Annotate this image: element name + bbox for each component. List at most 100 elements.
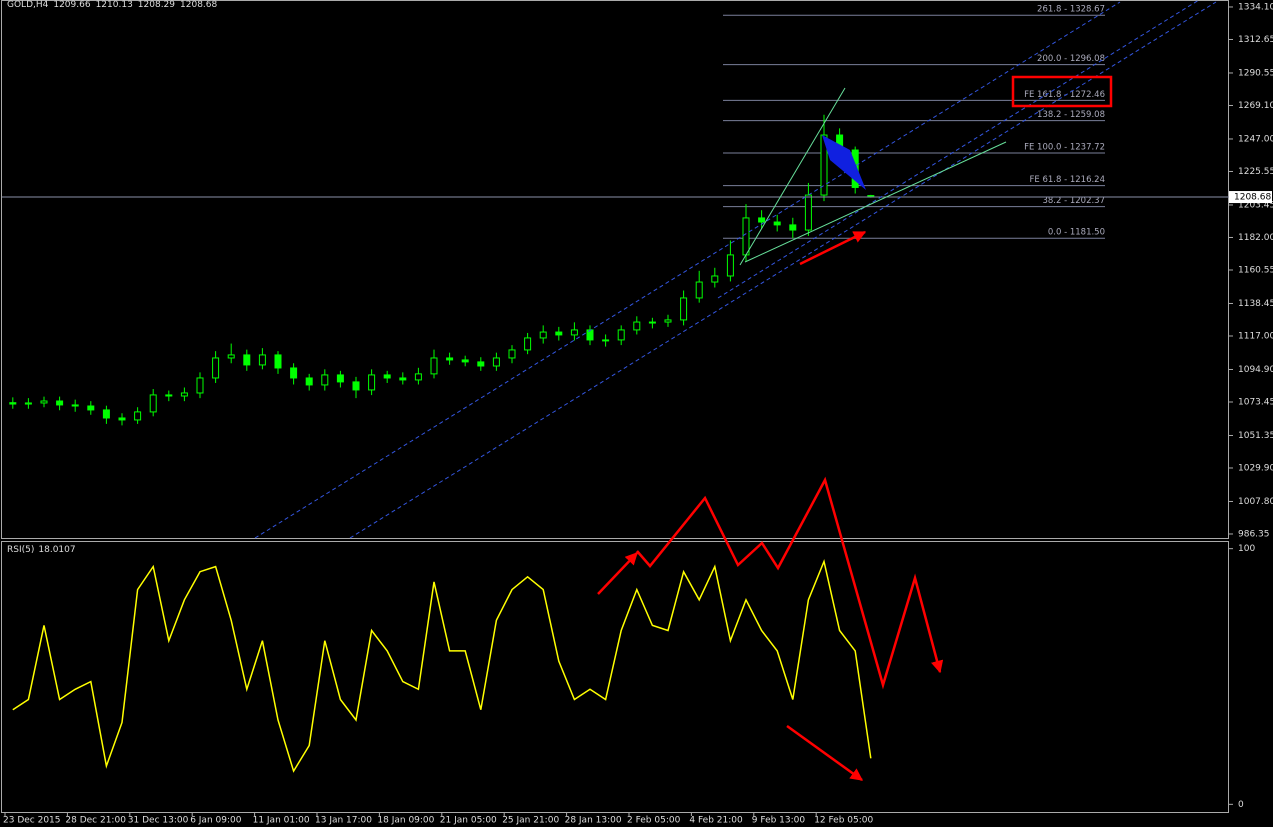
candle-body <box>586 329 594 341</box>
x-tick-label: 21 Jan 05:00 <box>440 816 497 826</box>
candle-body <box>648 321 656 324</box>
x-tick-label: 23 Dec 2015 <box>3 816 61 826</box>
y-tick-label: 1290.55 <box>1238 68 1273 78</box>
y-tick-label: 1073.45 <box>1238 397 1273 407</box>
y-tick-label: 1247.00 <box>1238 134 1273 144</box>
fe-triangle <box>822 135 866 190</box>
y-tick-label: 1334.10 <box>1238 2 1273 12</box>
candle-body <box>508 349 516 359</box>
trend-line <box>744 141 1007 263</box>
candle-body <box>149 394 157 413</box>
candle-body <box>352 381 360 391</box>
fibo-label: FE 61.8 - 1216.24 <box>1029 175 1105 185</box>
candle-body <box>820 134 828 196</box>
highlight-box <box>1011 75 1113 108</box>
candle-body <box>258 354 266 366</box>
candle-body <box>539 331 547 339</box>
channel-line <box>717 0 1200 299</box>
candle-body <box>305 377 313 386</box>
price-panel <box>1 0 1229 539</box>
candle-body <box>664 319 672 323</box>
candle-body <box>430 357 438 375</box>
candle-body <box>742 217 750 256</box>
candle-body <box>726 254 734 277</box>
channel-line <box>254 1 1121 539</box>
candle-body <box>9 402 17 405</box>
y-tick-label: 1029.90 <box>1238 463 1273 473</box>
candle-body <box>321 374 329 386</box>
fibo-label: FE 100.0 - 1237.72 <box>1024 143 1105 153</box>
y-tick-label: 1138.45 <box>1238 299 1273 309</box>
candle-body <box>758 217 766 223</box>
indicator-value: 18.0107 <box>38 545 75 555</box>
candle-body <box>40 400 48 404</box>
y-tick-label: 1203.45 <box>1238 200 1273 210</box>
y-tick-label: 1094.90 <box>1238 365 1273 375</box>
arrow <box>636 476 944 690</box>
candle-body <box>290 367 298 379</box>
current-price-box <box>1229 191 1272 204</box>
fibo-label: 200.0 - 1296.08 <box>1037 54 1105 64</box>
fibo-label: 38.2 - 1202.37 <box>1042 196 1105 206</box>
header-open: 1209.66 <box>53 0 90 10</box>
y-tick-label: 100 <box>1238 544 1255 554</box>
x-tick-label: 9 Feb 13:00 <box>752 816 806 826</box>
x-tick-label: 25 Jan 21:00 <box>502 816 559 826</box>
candle-body <box>227 354 235 359</box>
current-price-label: 1208.68 <box>1234 193 1271 203</box>
x-tick-label: 13 Jan 17:00 <box>315 816 372 826</box>
y-tick-label: 0 <box>1238 800 1244 810</box>
y-tick-label: 1269.10 <box>1238 101 1273 111</box>
x-tick-label: 6 Jan 09:00 <box>190 816 242 826</box>
candle-body <box>602 339 610 342</box>
fibo-label: 138.2 - 1259.08 <box>1037 110 1105 120</box>
candle-body <box>617 329 625 341</box>
candle-body <box>695 281 703 299</box>
candle-body <box>383 374 391 379</box>
candle-body <box>87 405 95 411</box>
candle-body <box>180 392 188 397</box>
x-tick-label: 12 Feb 05:00 <box>814 816 873 826</box>
y-tick-label: 1051.35 <box>1238 431 1273 441</box>
header-close: 1208.68 <box>180 0 217 10</box>
arrow <box>799 230 867 266</box>
candle-body <box>773 221 781 226</box>
candle-body <box>274 354 282 369</box>
y-tick-label: 1160.55 <box>1238 265 1273 275</box>
candle-body <box>711 275 719 283</box>
y-tick-label: 1182.00 <box>1238 233 1273 243</box>
candle-body <box>633 321 641 331</box>
header-low: 1208.29 <box>138 0 175 10</box>
x-tick-label: 28 Dec 21:00 <box>65 816 126 826</box>
candle-body <box>368 374 376 391</box>
drawings <box>254 0 1217 782</box>
candle-body <box>461 359 469 363</box>
arrow <box>597 552 638 595</box>
candle-body <box>492 357 500 367</box>
candle-body <box>446 357 454 361</box>
candle-body <box>165 394 173 397</box>
candle-body <box>196 377 204 394</box>
y-tick-label: 986.35 <box>1238 529 1270 539</box>
header-high: 1210.13 <box>96 0 133 10</box>
x-tick-label: 4 Feb 21:00 <box>689 816 743 826</box>
fibo-label: 0.0 - 1181.50 <box>1048 228 1105 238</box>
x-tick-label: 28 Jan 13:00 <box>565 816 622 826</box>
y-tick-label: 1225.55 <box>1238 167 1273 177</box>
fibo-label: FE 161.8 - 1272.46 <box>1024 90 1105 100</box>
chart-header: GOLD,H4 1209.66 1210.13 1208.29 1208.68 <box>7 0 218 10</box>
candle-body <box>555 331 563 336</box>
candle-body <box>56 400 64 406</box>
x-tick-label: 18 Jan 09:00 <box>377 816 434 826</box>
candle-body <box>804 194 812 231</box>
trend-line <box>739 87 846 266</box>
y-tick-label: 1312.65 <box>1238 35 1273 45</box>
candle-body <box>570 329 578 336</box>
candle-body <box>71 404 79 407</box>
candle-body <box>524 337 532 351</box>
indicator-label: RSI(5) 18.0107 <box>7 545 76 555</box>
rsi-line <box>12 559 872 773</box>
arrow <box>786 724 864 782</box>
candle-body <box>414 373 422 381</box>
